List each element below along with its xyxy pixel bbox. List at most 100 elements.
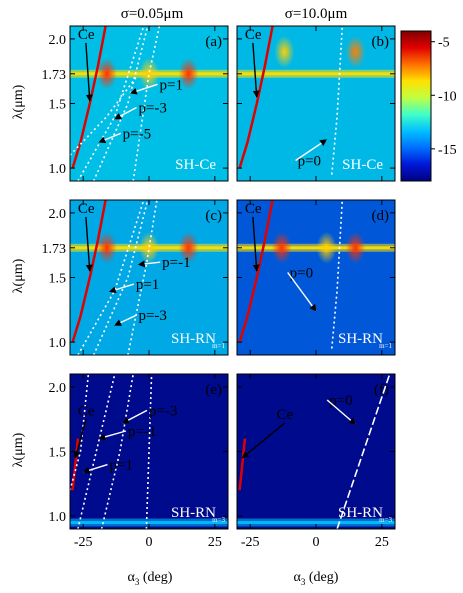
annotation-arrow: [73, 419, 87, 459]
curve-p=-1: [127, 200, 158, 355]
annotation-arrow: [287, 272, 317, 312]
panel-background: [70, 374, 228, 529]
column-title-left: σ=0.05μm: [121, 6, 184, 22]
annotation-arrow: [129, 83, 158, 95]
panel-plot-area: [70, 26, 228, 181]
panel-tag-sub: m=1: [212, 342, 225, 350]
panel-tag-sub: m=3: [379, 516, 392, 524]
panel-plot-area: [237, 374, 395, 529]
curve-p=-3: [100, 374, 134, 529]
y-axis-label-middle: λ(μm): [11, 258, 26, 293]
curve: [132, 26, 161, 181]
panels-layer: 1.0 1.5 1.73 2.0 (a) SH-Ce Ce p=1 p=-3 p=-5 (b) SH-…: [42, 25, 396, 550]
panel-b: (b) SH-Ce Ce p=0: [236, 25, 396, 182]
x-axis-label-right: α3 (deg): [294, 570, 339, 587]
annotation-Ce: Ce: [78, 27, 95, 43]
panel-letter: (c): [205, 208, 222, 224]
annotation-Ce: Ce: [245, 201, 262, 217]
panel-e: 1.0 1.5 2.0 -25 0 25 (e) SH-RNm=3 Ce p=-3 p=-1 p=1: [49, 373, 229, 550]
annotation-p=-3: p=-3: [149, 403, 177, 419]
panel-background: [70, 26, 228, 181]
glow-spot: [96, 231, 117, 264]
colorbar-tick-label: -10: [438, 89, 457, 104]
panel-letter: (b): [372, 34, 390, 50]
panel-background: [237, 374, 395, 529]
resonance-band-core: [70, 521, 228, 525]
annotation-p=-3: p=-3: [138, 308, 166, 324]
x-axis-label-left: α3 (deg): [128, 570, 173, 587]
glow-spot: [345, 231, 366, 264]
x-axis-label-right-unit: (deg): [305, 570, 338, 585]
panel-a: 1.0 1.5 1.73 2.0 (a) SH-Ce Ce p=1 p=-3 p=-5: [42, 25, 229, 182]
annotation-p=-3: p=-3: [138, 101, 166, 117]
x-axis-label-left-sub: 3: [135, 577, 140, 587]
y-tick-label: 1.0: [49, 162, 67, 177]
annotation-p=1: p=1: [136, 277, 159, 293]
y-tick-label: 1.0: [49, 336, 67, 351]
annotation-arrow: [82, 463, 108, 474]
panel-tag-sub: m=1: [379, 342, 392, 350]
y-axis-label-bottom: λ(μm): [11, 432, 26, 467]
x-axis-label-right-sub: 3: [301, 577, 306, 587]
y-tick-label: 1.73: [42, 242, 67, 257]
annotation-p=-1: p=-1: [128, 424, 156, 440]
colorbar-ticks: -5 -10 -15: [431, 36, 457, 158]
panel-background: [70, 200, 228, 355]
curve-Ce: [71, 200, 107, 343]
colorbar-tick-label: -15: [438, 143, 457, 158]
annotation-Ce: Ce: [78, 403, 95, 419]
curve-p=-5: [70, 77, 137, 156]
panel-tag: SH-Ce: [342, 157, 383, 173]
panel-f: -25 0 25 (f) SH-RNm=3 Ce p=0: [236, 373, 396, 550]
panel-d: (d) SH-RNm=1 Ce p=0: [236, 199, 396, 356]
x-tick-label: -25: [241, 535, 260, 550]
x-axis-label-left-unit: (deg): [139, 570, 172, 585]
annotation-p=-5: p=-5: [123, 126, 151, 142]
annotation-arrow: [98, 132, 121, 144]
panel-c: 1.0 1.5 1.73 2.0 (c) SH-RNm=1 Ce p=-1p=1 p=-3: [42, 199, 229, 356]
curve-p=0: [336, 374, 391, 529]
y-tick-label: 1.5: [49, 98, 67, 113]
annotation-arrow: [108, 283, 135, 294]
annotation-arrow: [114, 314, 137, 326]
annotation-arrow: [326, 399, 357, 425]
colorbar-gradient: [400, 30, 432, 182]
x-tick-label: 0: [146, 535, 153, 550]
annotation-Ce: Ce: [78, 201, 95, 217]
panel-plot-area: [237, 26, 395, 175]
annotation-Ce: Ce: [277, 407, 294, 423]
annotation-p=1: p=1: [110, 458, 133, 474]
x-axis-label-left-main: α: [128, 570, 136, 585]
glow-spot: [271, 231, 292, 264]
annotation-arrow: [137, 260, 161, 268]
resonance-band-core: [237, 72, 395, 76]
annotation-p=1: p=1: [160, 77, 183, 93]
annotation-arrow: [295, 139, 328, 162]
curve-p=-1: [77, 374, 116, 529]
annotation-arrow: [122, 409, 148, 424]
glow-spot: [96, 57, 117, 90]
colorbar-tick-label: -5: [438, 36, 450, 51]
panel-tag: SH-RN: [171, 505, 216, 521]
curve-Ce: [238, 26, 274, 169]
annotation-arrow: [241, 422, 285, 459]
annotation-arrow: [98, 430, 127, 441]
curve-Ce: [238, 200, 274, 343]
annotation-p=0: p=0: [329, 393, 352, 409]
panel-plot-area: [70, 374, 228, 529]
panel-tag: SH-RN: [171, 331, 216, 347]
panel-tag: SH-Ce: [175, 157, 216, 173]
y-tick-label: 2.0: [49, 381, 67, 396]
y-tick-label: 1.0: [49, 510, 67, 525]
colorbar: -5 -10 -15: [400, 30, 457, 182]
curve-Ce: [71, 438, 80, 491]
x-tick-label: 0: [313, 535, 320, 550]
annotation-arrow: [114, 106, 137, 120]
y-tick-label: 2.0: [49, 33, 67, 48]
annotation-arrow: [85, 42, 93, 102]
curve-p=1: [70, 374, 90, 491]
glow-spot: [274, 35, 295, 68]
annotation-arrow: [252, 216, 260, 272]
annotation-Ce: Ce: [245, 27, 262, 43]
